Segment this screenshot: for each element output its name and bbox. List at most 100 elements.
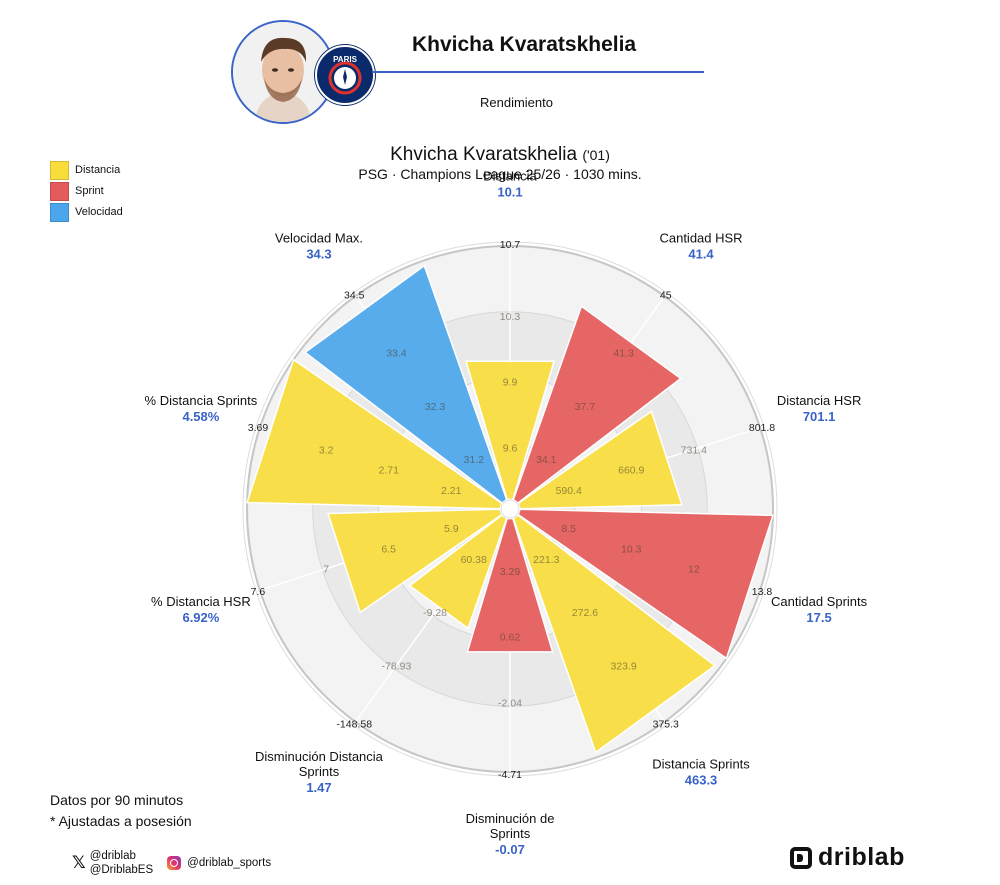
tick-label: 6.5	[381, 543, 396, 555]
tick-label: 5.9	[444, 523, 459, 535]
legend-item-sprint: Sprint	[50, 181, 104, 201]
tick-label: 31.2	[463, 454, 484, 466]
tick-label: 2.71	[379, 465, 400, 477]
category-value: 41.4	[688, 247, 714, 262]
note-possession: * Ajustadas a posesión	[50, 813, 192, 829]
legend-item-velocidad: Velocidad	[50, 202, 123, 222]
category-value: 6.92%	[182, 610, 219, 625]
x-handle-primary[interactable]: @driblab	[89, 850, 136, 862]
tick-label: 37.7	[575, 401, 596, 413]
category-label-line: Distancia Sprints	[652, 756, 750, 771]
tick-label: 12	[688, 564, 700, 576]
tick-label: 221.3	[533, 554, 559, 566]
x-handle-secondary[interactable]: @DriblabES	[89, 864, 154, 876]
category-value: 17.5	[806, 610, 831, 625]
player-name-heading: Khvicha Kvaratskhelia	[412, 33, 637, 56]
category-label-line: Sprints	[490, 826, 531, 841]
tick-label: -148.58	[336, 718, 372, 730]
instagram-handle[interactable]: @driblab_sports	[187, 857, 272, 869]
tick-label: 375.3	[653, 718, 679, 730]
category-label-line: Disminución de	[466, 811, 555, 826]
category-label-line: % Distancia HSR	[151, 594, 251, 609]
chart-title-age: ('01)	[582, 147, 610, 163]
legend-label: Sprint	[75, 185, 104, 197]
tick-label: 45	[660, 290, 672, 302]
social-handles: 𝕏 @driblab @DriblabES @driblab_sports	[72, 849, 271, 877]
tick-label: 3.2	[319, 444, 334, 456]
category-label: Cantidad HSR	[659, 231, 742, 246]
header-subtitle: Rendimiento	[480, 95, 553, 110]
tick-label: 10.7	[500, 239, 521, 251]
tick-label: 323.9	[610, 660, 636, 672]
bar-cantidad-sprints	[517, 508, 774, 660]
category-label: Disminución Distancia Sprints	[255, 749, 384, 779]
category-label: Distancia HSR	[777, 393, 862, 408]
category-value: 1.47	[306, 780, 331, 795]
bar-cantidad-hsr	[512, 305, 682, 504]
category-label: Velocidad Max.	[275, 231, 363, 246]
category-label-line: % Distancia Sprints	[145, 393, 258, 408]
tick-label: 590.4	[556, 485, 582, 497]
category-label-line: Distancia HSR	[777, 393, 862, 408]
category-label-line: Sprints	[299, 764, 340, 779]
tick-label: 7.6	[251, 586, 266, 598]
bar-distancia-hsr	[326, 508, 503, 614]
tick-label: 32.3	[425, 401, 446, 413]
category-value: 10.1	[497, 185, 522, 200]
category-label: Disminución de Sprints	[466, 811, 555, 841]
chart-title: Khvicha Kvaratskhelia ('01)	[0, 144, 1000, 166]
bar-disminucion-de-sprints	[466, 517, 554, 653]
center-hub	[500, 499, 520, 519]
legend-label: Distancia	[75, 164, 121, 176]
category-value: 4.58%	[182, 409, 219, 424]
legend-item-distancia: Distancia	[50, 160, 120, 180]
brand-logo: driblab	[790, 843, 905, 872]
tick-label: 731.4	[681, 444, 707, 456]
club-crest-icon: PARIS	[319, 49, 371, 101]
tick-label: 8.5	[561, 523, 576, 535]
x-logo-icon: 𝕏	[72, 853, 86, 872]
tick-label: 41.3	[613, 348, 634, 360]
bar-distancia-hsr	[517, 410, 683, 510]
tick-label: 9.9	[503, 377, 518, 389]
player-photo-icon	[233, 22, 333, 122]
category-value: 463.3	[685, 772, 718, 787]
brand-name: driblab	[818, 843, 905, 871]
instagram-icon	[167, 856, 182, 870]
tick-label: -4.71	[498, 769, 522, 781]
outer-ring-halo	[242, 241, 778, 777]
category-value: 701.1	[803, 409, 836, 424]
brand-mark-icon	[790, 846, 812, 869]
tick-label: 10.3	[500, 311, 521, 323]
tick-label: 33.4	[386, 348, 407, 360]
tick-label: 272.6	[572, 607, 598, 619]
tick-label: 3.29	[500, 566, 521, 578]
category-value: -0.07	[495, 842, 525, 857]
tick-label: 34.5	[344, 290, 365, 302]
legend-swatch-distancia	[50, 160, 69, 180]
tick-label: 0.62	[500, 632, 521, 644]
legend-label: Velocidad	[75, 206, 123, 218]
bar-distancia-sprints	[246, 358, 503, 510]
notes: Datos por 90 minutos * Ajustadas a poses…	[50, 790, 192, 832]
tick-label: 9.6	[503, 442, 518, 454]
bar-disminucion-distancia-sprints	[408, 514, 508, 630]
category-label: % Distancia HSR	[151, 594, 251, 609]
bar-velocidad-max	[303, 264, 508, 504]
tick-label: -9.28	[423, 607, 447, 619]
tick-label: 660.9	[618, 465, 644, 477]
tick-label: 60.38	[461, 554, 487, 566]
legend-swatch-sprint	[50, 181, 69, 201]
category-label-line: Cantidad HSR	[659, 231, 742, 246]
category-label: Distancia	[483, 169, 537, 184]
tick-label: 2.21	[441, 485, 462, 497]
chart-subtitle: PSG · Champions League 25/26 · 1030 mins…	[358, 166, 642, 182]
bar-distancia-sprints	[512, 514, 717, 754]
category-value: 34.3	[306, 247, 331, 262]
tick-label: 34.1	[536, 454, 557, 466]
category-label: Distancia Sprints	[652, 756, 750, 771]
tick-label: 10.3	[621, 543, 642, 555]
tick-label: 7	[323, 564, 329, 576]
tick-label: 13.8	[752, 586, 773, 598]
